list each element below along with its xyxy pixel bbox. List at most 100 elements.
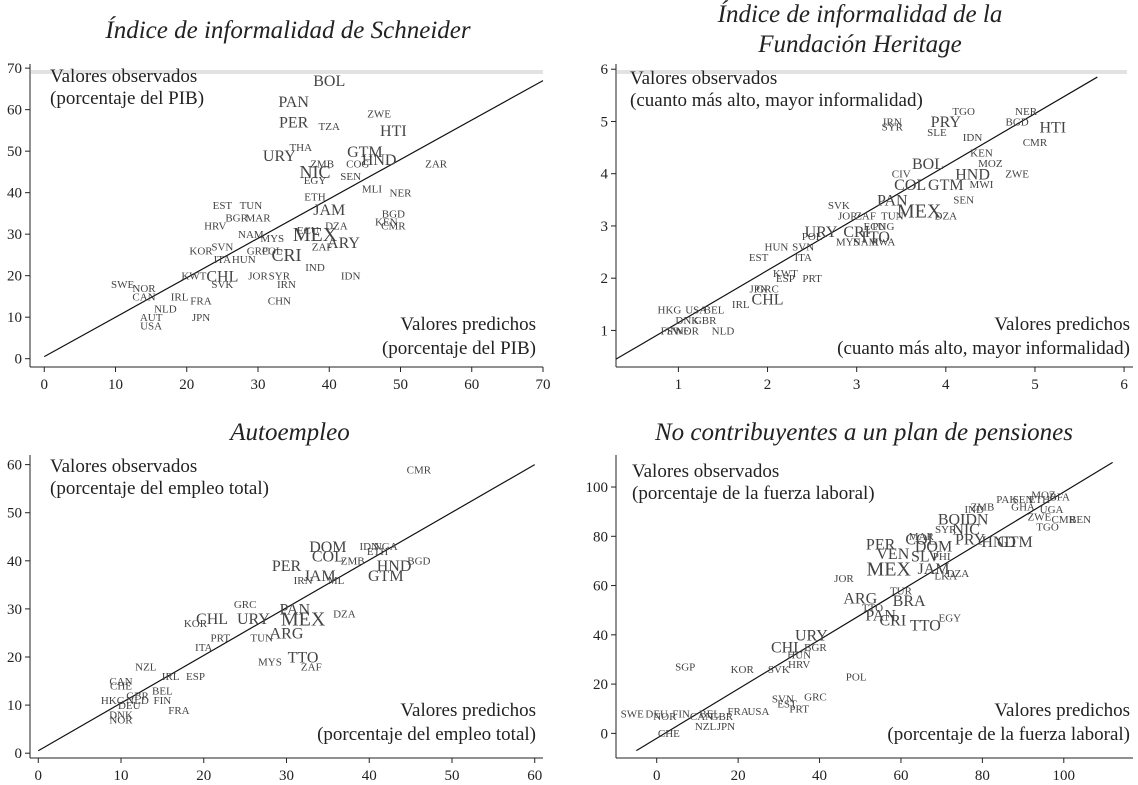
point-label: BGD	[1006, 116, 1029, 128]
point-label: ZAR	[425, 158, 448, 170]
point-label: CIV	[892, 169, 911, 181]
point-label: BOL	[912, 156, 944, 173]
point-label: ARY	[327, 235, 360, 252]
point-label: CHE	[658, 728, 680, 740]
point-label: TGO	[1036, 521, 1059, 533]
point-label: URY	[805, 224, 838, 241]
point-label: EST	[749, 252, 769, 264]
point-label: VEN	[876, 546, 909, 563]
point-label: CAN	[109, 676, 132, 688]
point-label: BOL	[313, 73, 345, 90]
point-label: AUT	[140, 312, 163, 324]
x-tick-label: 80	[975, 768, 990, 784]
point-label: PER	[279, 115, 309, 132]
point-label: GTM	[347, 144, 383, 161]
point-label: ETH	[367, 546, 388, 558]
x-tick-label: 60	[527, 768, 542, 784]
point-label: JAM	[304, 568, 336, 585]
point-label: UGA	[1040, 504, 1064, 516]
point-label: PNG	[872, 221, 894, 233]
point-label: SGP	[675, 662, 695, 674]
point-label: KWT	[773, 268, 798, 280]
x-tick-label: 20	[731, 768, 746, 784]
point-label: EST	[213, 200, 233, 212]
point-label: MEX	[897, 200, 942, 222]
y-tick-label: 60	[7, 103, 22, 119]
point-label: COL	[312, 549, 344, 566]
chart-title: Índice de informalidad de la	[717, 0, 1003, 28]
y-axis-label: (porcentaje de la fuerza laboral)	[632, 483, 875, 504]
point-label: SYR	[935, 524, 957, 536]
point-label: KOR	[184, 618, 208, 630]
point-label: DOM	[915, 539, 952, 556]
point-label: SVK	[768, 664, 790, 676]
point-label: IDN	[341, 271, 361, 283]
point-label: NAM	[853, 236, 879, 248]
chart-title: No contribuyentes a un plan de pensiones	[654, 419, 1073, 446]
point-label: MEX	[281, 609, 326, 631]
point-label: TUN	[240, 200, 263, 212]
y-tick-label: 3	[601, 219, 609, 235]
point-label: BFA	[1049, 492, 1070, 504]
point-label: EST	[777, 699, 797, 711]
point-label: POL	[846, 672, 867, 684]
point-label: DNK	[109, 710, 133, 722]
x-tick-label: 50	[444, 768, 459, 784]
point-label: IRL	[171, 291, 189, 303]
x-axis-label: (porcentaje del PIB)	[382, 338, 536, 359]
chart-title: Autoempleo	[228, 419, 349, 446]
point-label: TTO	[910, 618, 941, 635]
point-label: ZWE	[1027, 511, 1051, 523]
point-label: HKG	[101, 695, 125, 707]
y-tick-label: 6	[601, 62, 609, 78]
point-label: HND	[377, 558, 412, 575]
point-label: PAK	[996, 494, 1017, 506]
x-tick-label: 50	[393, 377, 408, 393]
x-tick-label: 0	[35, 768, 43, 784]
point-label: SLE	[927, 127, 947, 139]
y-tick-label: 20	[7, 269, 22, 285]
x-tick-label: 10	[108, 377, 123, 393]
point-label: IND	[964, 504, 984, 516]
y-tick-label: 0	[15, 746, 23, 762]
point-label: URY	[263, 148, 296, 165]
point-label: HND	[362, 152, 397, 169]
point-label: MAR	[909, 531, 935, 543]
point-label: GBR	[711, 711, 734, 723]
point-label: NLD	[154, 304, 177, 316]
y-axis-label: Valores observados	[50, 456, 197, 477]
x-tick-label: 5	[1031, 377, 1039, 393]
x-axis-label: (porcentaje del empleo total)	[317, 724, 536, 745]
point-label: GRC	[247, 246, 270, 258]
point-label: BEL	[699, 709, 720, 721]
point-label: TZA	[319, 121, 340, 133]
point-label: PRT	[789, 704, 809, 716]
point-label: COL	[905, 531, 937, 548]
point-label: NLD	[712, 325, 735, 337]
y-tick-label: 100	[586, 480, 609, 496]
point-label: SVK	[211, 279, 233, 291]
point-label: FIN	[661, 325, 679, 337]
point-label: HUN	[787, 649, 811, 661]
x-axis-label: Valores predichos	[400, 314, 536, 335]
point-label: CAN	[132, 291, 155, 303]
point-label: HND	[955, 166, 990, 183]
point-label: PER	[866, 536, 896, 553]
point-label: FRA	[168, 705, 189, 717]
y-tick-label: 10	[7, 698, 22, 714]
point-label: MWI	[970, 179, 994, 191]
point-label: ITA	[214, 254, 232, 266]
point-label: ZMB	[970, 502, 994, 514]
point-label: NLD	[126, 695, 149, 707]
point-label: MOZ	[978, 158, 1003, 170]
point-label: MLI	[362, 183, 383, 195]
point-label: FIN	[154, 695, 172, 707]
point-label: KEN	[375, 217, 398, 229]
x-axis-label: Valores predichos	[994, 700, 1130, 721]
point-label: SLV	[911, 549, 940, 566]
x-tick-label: 40	[362, 768, 377, 784]
y-tick-label: 0	[15, 352, 23, 368]
point-label: TTO	[859, 229, 890, 246]
y-tick-label: 40	[593, 628, 608, 644]
point-label: DZA	[935, 210, 958, 222]
